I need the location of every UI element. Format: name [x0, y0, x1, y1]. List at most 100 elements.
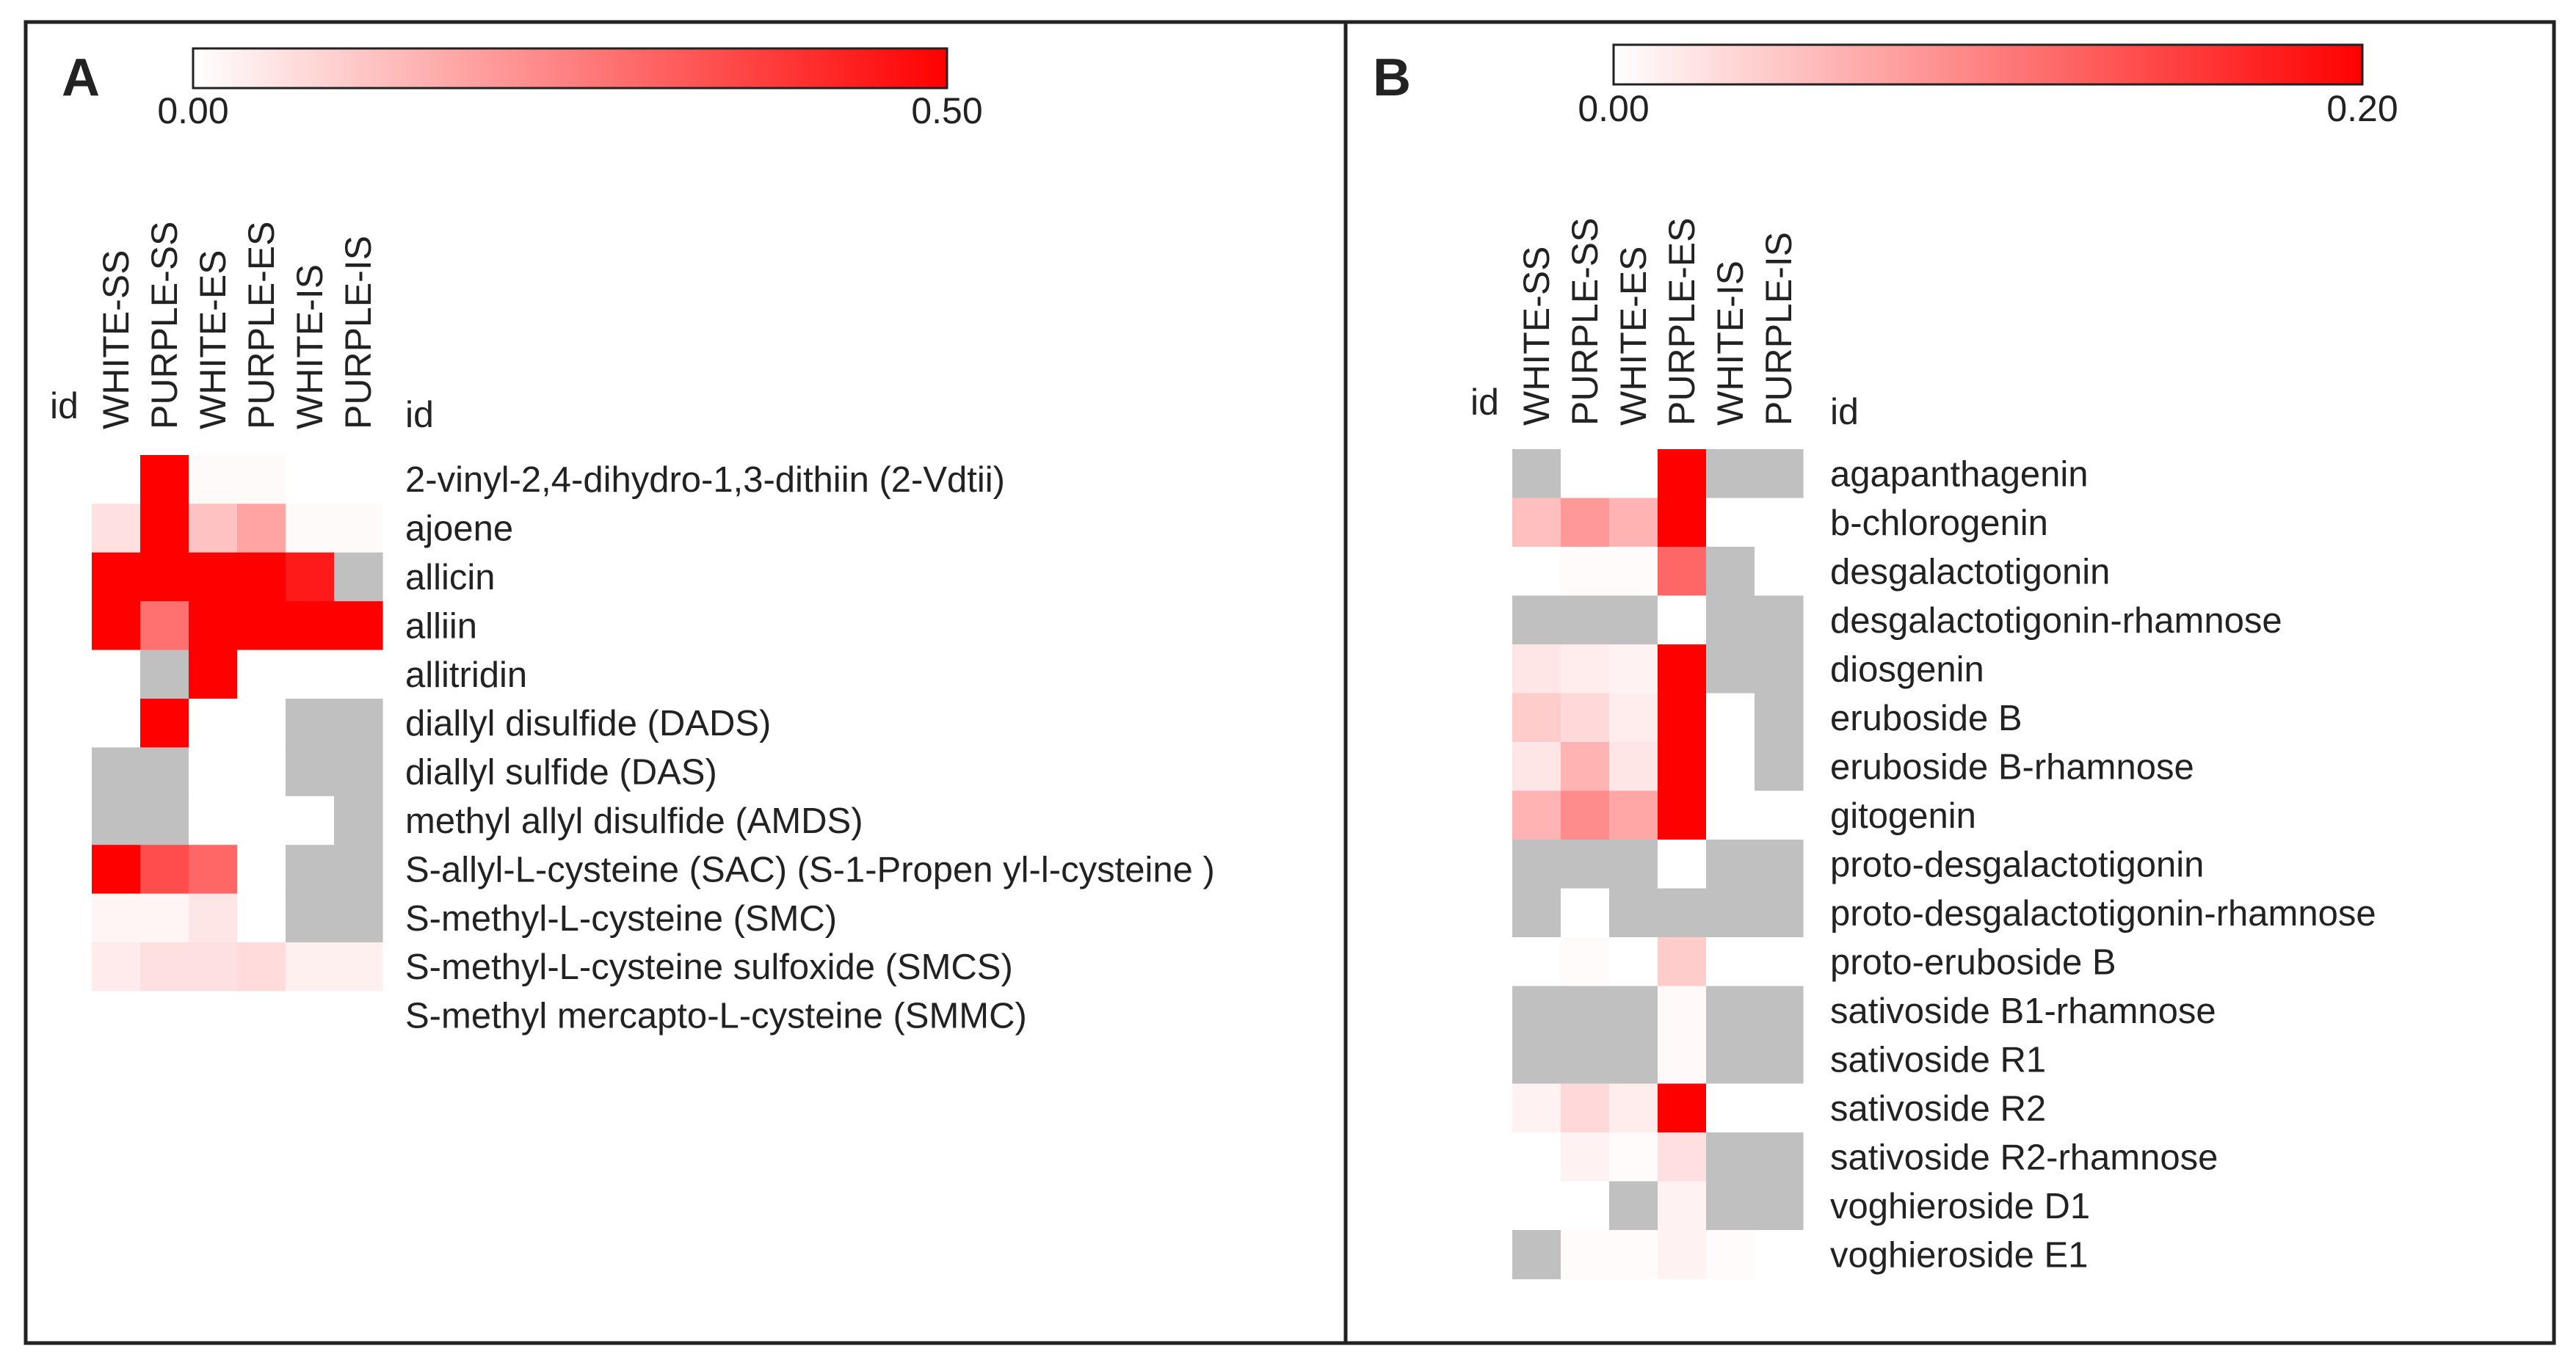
panel-a-heatmap-cell	[334, 455, 383, 504]
panel-a-heatmap-cell	[334, 503, 383, 553]
panel-a-heatmap-cell	[189, 455, 238, 504]
panel-b-heatmap-cell	[1561, 1230, 1610, 1280]
panel-b-heatmap-cell	[1561, 888, 1610, 938]
panel-a-heatmap-cell	[286, 893, 335, 943]
panel-a-heatmap-cell	[189, 991, 238, 1041]
panel-b-heatmap-cell	[1512, 498, 1561, 547]
panel-b-row-label: sativoside R2-rhamnose	[1830, 1138, 2218, 1177]
panel-b-heatmap-cell	[1512, 449, 1561, 499]
panel-a-column-labels: WHITE-SS PURPLE-SS WHITE-ES PURPLE-ES WHITE-…	[95, 222, 379, 429]
panel-b-heatmap-cell	[1609, 840, 1658, 889]
panel-b-row-label: desgalactotigonin-rhamnose	[1830, 601, 2282, 641]
panel-a-heatmap-cell	[92, 796, 141, 845]
panel-b-heatmap-cell	[1755, 937, 1804, 987]
panel-b-heatmap-cell	[1512, 1083, 1561, 1133]
panel-a-heatmap-cell	[286, 650, 335, 699]
panel-b-heatmap-cell	[1658, 840, 1707, 889]
panel-b-heatmap-cell	[1706, 595, 1755, 645]
panel-a-heatmap-cell	[92, 552, 141, 602]
panel-a-column-label: WHITE-SS	[95, 250, 137, 429]
panel-a-heatmap-cell	[189, 503, 238, 553]
panel-a-heatmap-cell	[237, 601, 286, 651]
panel-a-heatmap-cell	[140, 845, 189, 895]
panel-b-heatmap-cell	[1512, 742, 1561, 792]
figure-frame	[23, 20, 2556, 1345]
panel-b-heatmap-cell	[1609, 644, 1658, 694]
panel-b-row-label: gitogenin	[1830, 796, 1976, 836]
panel-a-heatmap-cell	[189, 845, 238, 895]
panel-b-heatmap-cell	[1706, 1083, 1755, 1133]
panel-b-heatmap-cell	[1755, 742, 1804, 792]
panel-a-row-labels: 2-vinyl-2,4-dihydro-1,3-dithiin (2-Vdtii…	[405, 460, 1215, 1036]
panel-b-row-label: eruboside B	[1830, 699, 2022, 738]
panel-a-heatmap-cells	[92, 455, 383, 1041]
panel-b-heatmap-cell	[1561, 840, 1610, 889]
panel-a-heatmap-cell	[140, 747, 189, 797]
panel-b-heatmap-cell	[1706, 790, 1755, 840]
panel-b-heatmap-cell	[1561, 1132, 1610, 1182]
panel-b-heatmap-cell	[1609, 595, 1658, 645]
panel-b-heatmap-cell	[1658, 644, 1707, 694]
panel-b-row-label: diosgenin	[1830, 650, 1984, 689]
panel-a-heatmap-cell	[237, 503, 286, 553]
panel-b-heatmap-cell	[1512, 1230, 1561, 1280]
panel-b-heatmap-cell	[1512, 790, 1561, 840]
panel-b-heatmap-cell	[1658, 1230, 1707, 1280]
panel-b-heatmap-cell	[1609, 1181, 1658, 1231]
panel-a-heatmap-cell	[140, 991, 189, 1041]
panel-a-heatmap-cell	[140, 601, 189, 651]
panel-b-heatmap-cell	[1512, 547, 1561, 597]
panel-a-heatmap-cell	[92, 601, 141, 651]
panel-a-heatmap-cell	[286, 991, 335, 1041]
panel-b-heatmap-cell	[1609, 547, 1658, 597]
panel-a-heatmap-cell	[92, 942, 141, 992]
panel-b-heatmap-cell	[1609, 498, 1658, 547]
panel-b-colorbar-min-label: 0.00	[1578, 88, 1649, 129]
panel-b-heatmap-cell	[1609, 888, 1658, 938]
panel-b-column-label: WHITE-IS	[1710, 261, 1751, 426]
panel-b-heatmap-cell	[1706, 1035, 1755, 1085]
panel-b-colorbar	[1612, 43, 2364, 86]
panel-b-heatmap-cell	[1561, 937, 1610, 987]
panel-b-column-label: PURPLE-ES	[1661, 218, 1702, 426]
panel-b-column-label: WHITE-SS	[1516, 247, 1557, 426]
panel-a-column-label: WHITE-ES	[192, 250, 233, 429]
panel-a-heatmap-cell	[140, 503, 189, 553]
panel-b-heatmap-cell	[1706, 547, 1755, 597]
panel-b-heatmap-cell	[1755, 1132, 1804, 1182]
panel-b-column-label: PURPLE-SS	[1564, 218, 1606, 426]
panel-a-heatmap-cell	[286, 503, 335, 553]
panel-a-heatmap-cell	[334, 552, 383, 602]
panel-b-heatmap-cell	[1706, 1230, 1755, 1280]
panel-a-colorbar-min-label: 0.00	[157, 90, 228, 131]
panel-b-heatmap-cell	[1658, 693, 1707, 743]
panel-a-heatmap-cell	[286, 747, 335, 797]
panel-a-column-header: id	[405, 394, 434, 435]
panel-a-row-label: diallyl sulfide (DAS)	[405, 753, 717, 793]
panel-a-heatmap-cell	[92, 455, 141, 504]
panel-a-heatmap-cell	[140, 796, 189, 845]
panel-b-heatmap-cell	[1609, 937, 1658, 987]
panel-b-heatmap-cell	[1609, 790, 1658, 840]
panel-b-heatmap-cell	[1658, 888, 1707, 938]
panel-a-row-label: S-methyl mercapto-L-cysteine (SMMC)	[405, 997, 1027, 1036]
panel-b-row-label: eruboside B-rhamnose	[1830, 747, 2194, 787]
panel-b-heatmap-cell	[1658, 1035, 1707, 1085]
panel-b-heatmap-cell	[1658, 1181, 1707, 1231]
panel-a-row-label: S-methyl-L-cysteine sulfoxide (SMCS)	[405, 947, 1013, 987]
panel-a-heatmap-cell	[92, 747, 141, 797]
panel-a-column-label: PURPLE-ES	[241, 222, 282, 429]
panel-b-heatmap-cell	[1706, 1132, 1755, 1182]
panel-a-heatmap-cell	[237, 942, 286, 992]
panel-a-heatmap-cell	[286, 942, 335, 992]
panel-b-row-label: proto-eruboside B	[1830, 942, 2116, 982]
panel-b-heatmap-cell	[1658, 937, 1707, 987]
panel-a-heatmap-cell	[237, 796, 286, 845]
panel-a-heatmap-cell	[189, 699, 238, 748]
panel-b-heatmap-cell	[1561, 1083, 1610, 1133]
panel-a-heatmap-cell	[334, 893, 383, 943]
panel-b-heatmap-cell	[1755, 1083, 1804, 1133]
panel-a-heatmap-cell	[189, 601, 238, 651]
panel-a-heatmap-cell	[140, 699, 189, 748]
